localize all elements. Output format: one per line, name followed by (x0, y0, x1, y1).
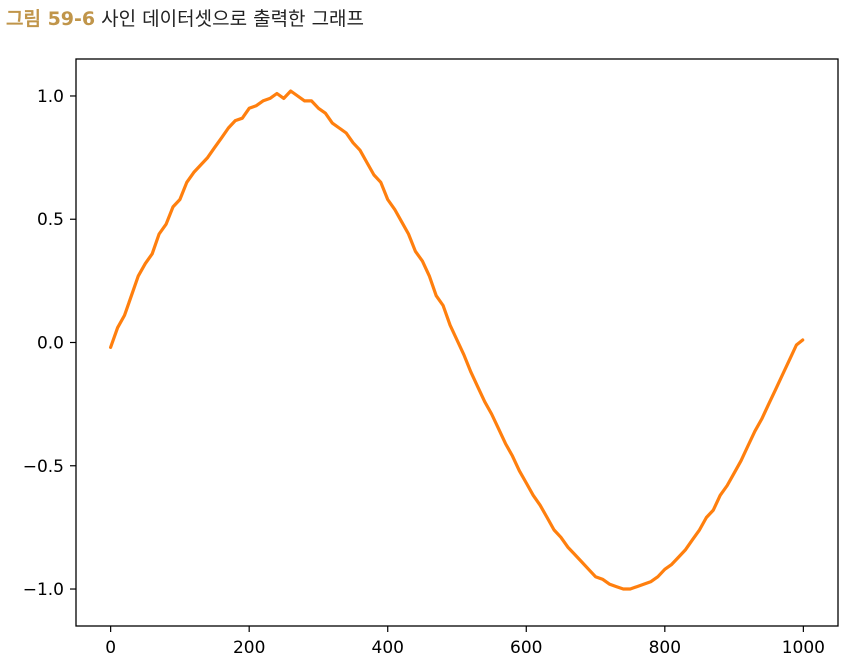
series-layer (108, 89, 805, 591)
figure-number: 그림 59-6 (6, 8, 96, 30)
y-axis-ticks: 1.0 0.5 0.0 −0.5 −1.0 (23, 87, 76, 600)
x-tick-label: 1000 (782, 638, 825, 658)
y-tick-label: −1.0 (23, 580, 64, 600)
x-tick-label: 400 (372, 638, 404, 658)
figure-caption: 그림 59-6 사인 데이터셋으로 출력한 그래프 (6, 6, 364, 32)
x-tick-label: 200 (233, 638, 265, 658)
y-tick-label: −0.5 (23, 457, 64, 477)
sine-series-line (108, 89, 805, 591)
x-tick-label: 0 (105, 638, 116, 658)
figure-caption-text: 사인 데이터셋으로 출력한 그래프 (101, 8, 365, 30)
y-tick-label: 0.5 (37, 210, 64, 230)
y-tick-label: 1.0 (37, 87, 64, 107)
y-tick-label: 0.0 (37, 334, 64, 354)
x-axis-ticks: 0 200 400 600 800 1000 (105, 626, 825, 658)
x-tick-label: 800 (649, 638, 681, 658)
x-tick-label: 600 (510, 638, 542, 658)
